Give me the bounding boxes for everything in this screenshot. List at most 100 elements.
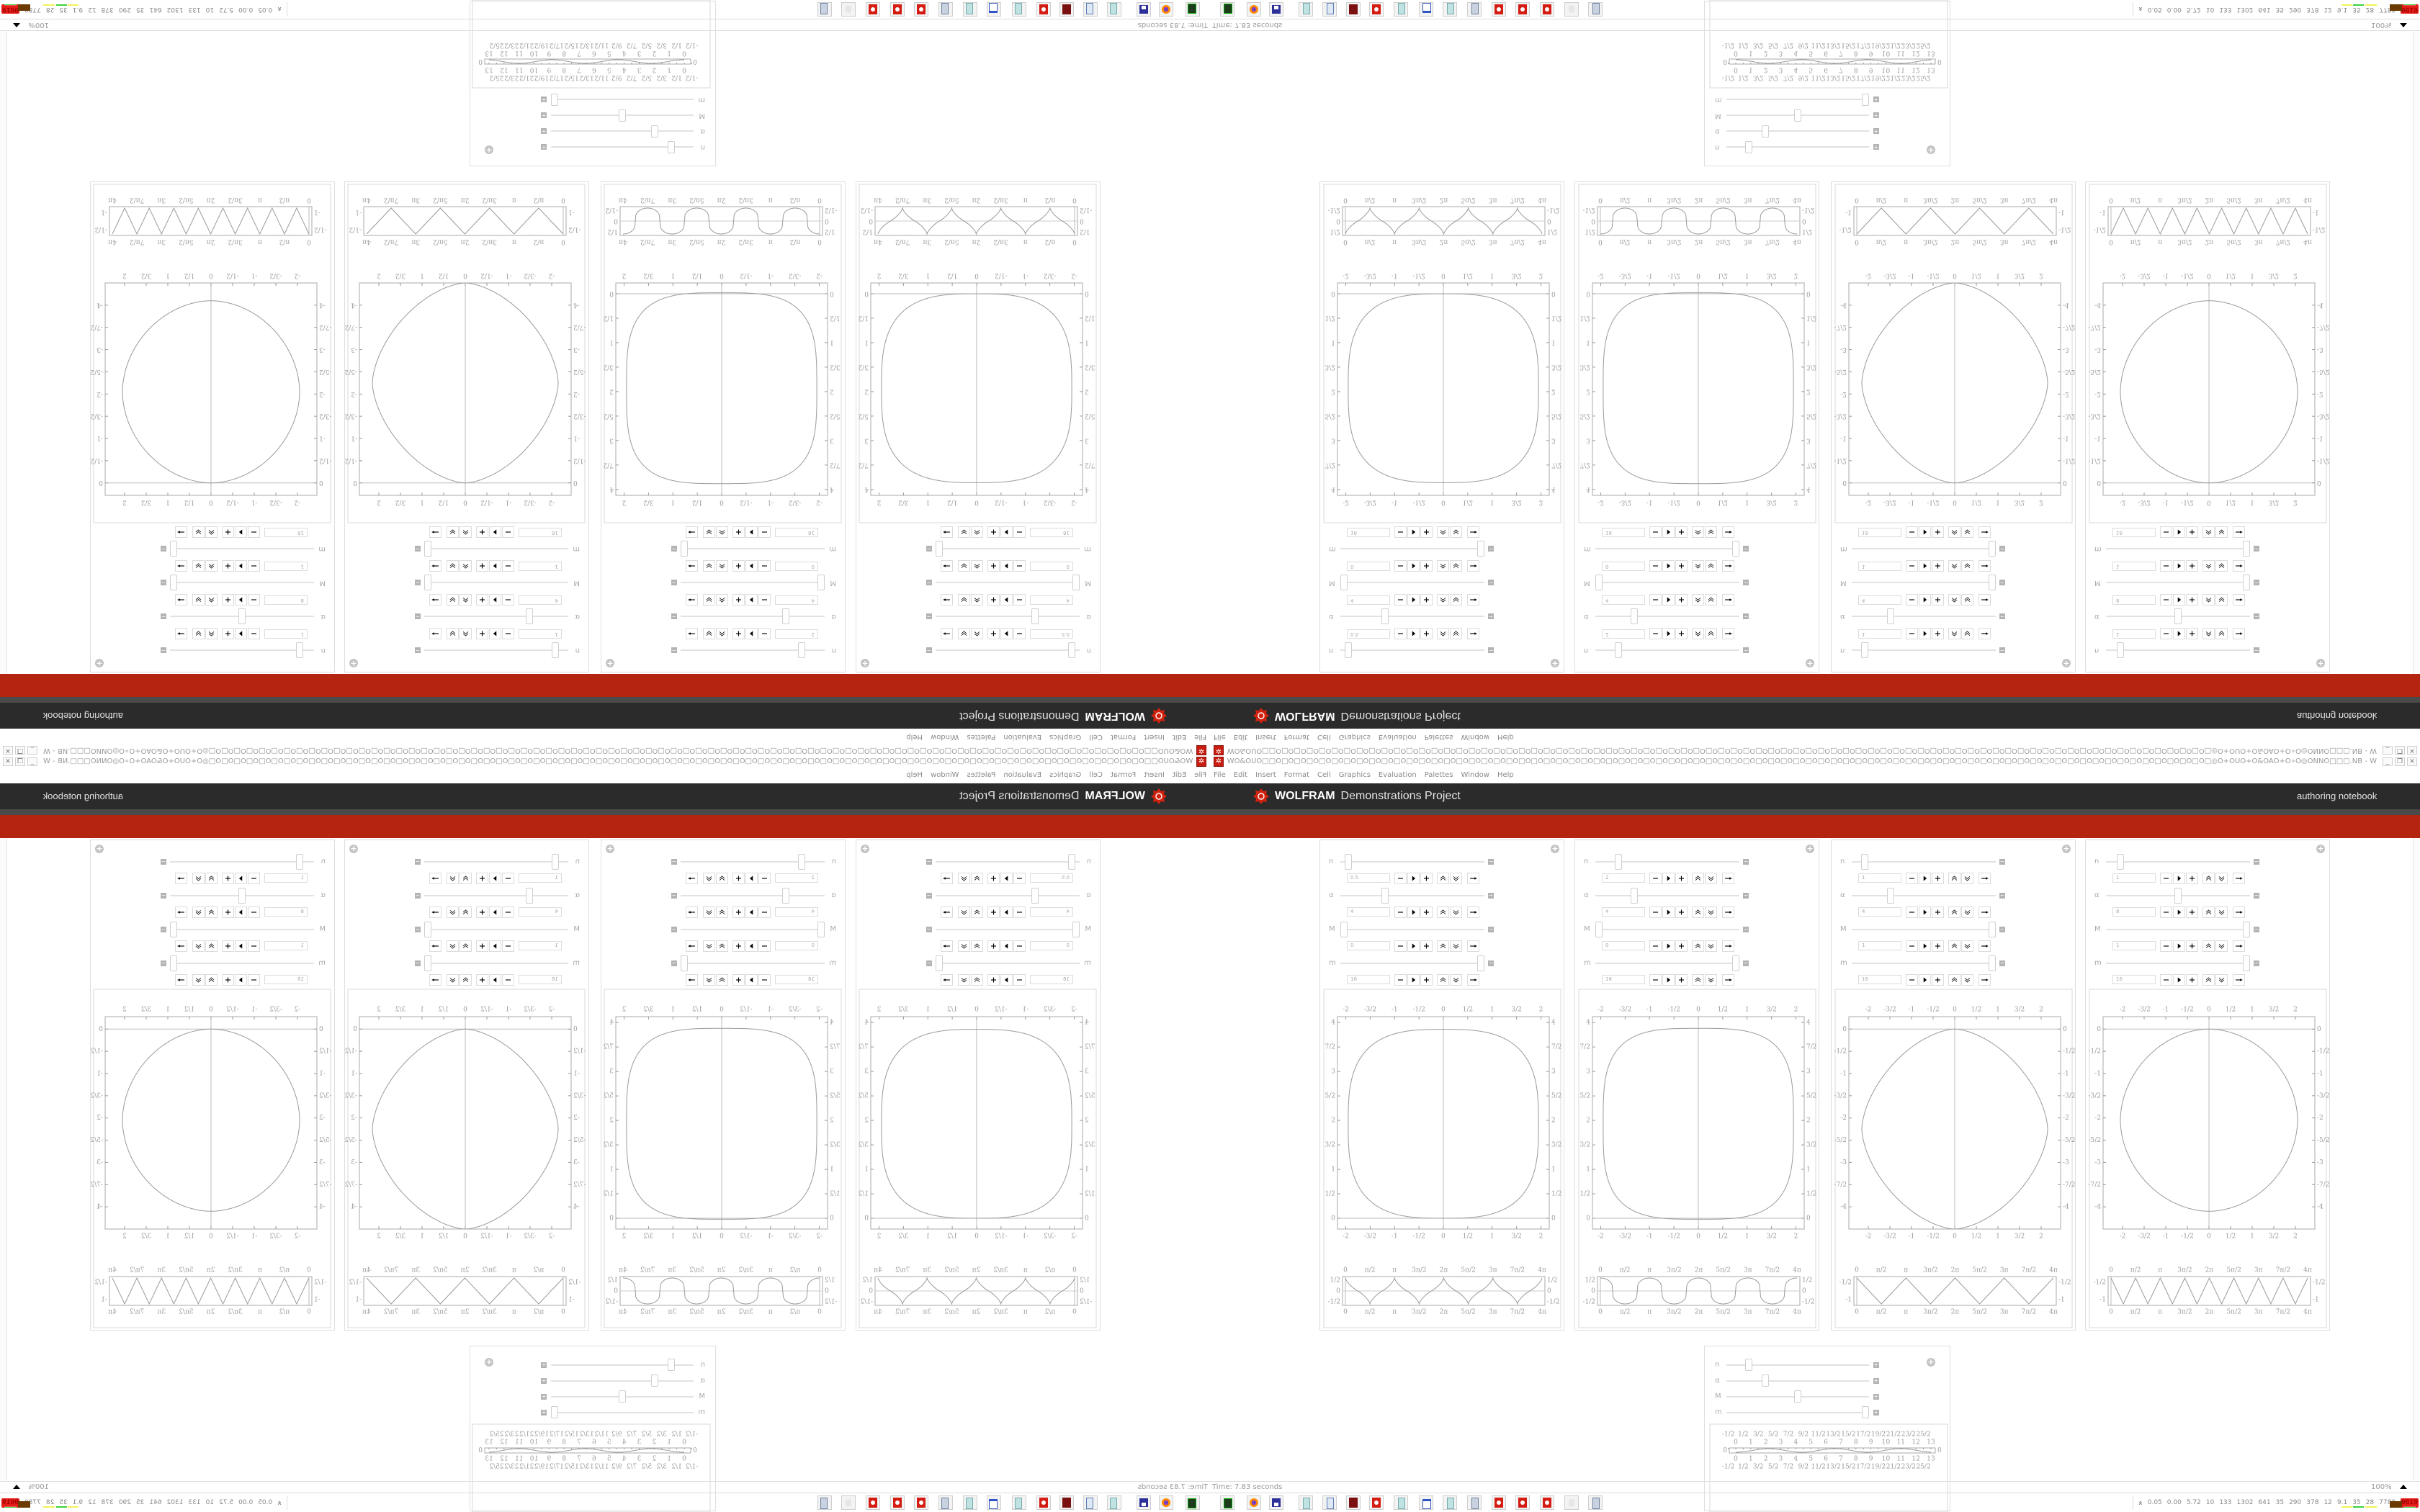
- play-button[interactable]: [235, 940, 247, 952]
- expand-controls-toggle[interactable]: +: [1873, 1377, 1879, 1384]
- wolfram-gear-icon[interactable]: [1492, 2, 1506, 17]
- zoom-up-arrow-icon[interactable]: [2400, 1485, 2407, 1489]
- scroll-icon[interactable]: [1588, 1495, 1603, 1510]
- decrement-button[interactable]: [502, 940, 514, 952]
- decrement-button[interactable]: [2160, 873, 2172, 884]
- play-button[interactable]: [745, 526, 758, 538]
- value-input[interactable]: 4: [1347, 907, 1390, 917]
- faster-button[interactable]: [460, 628, 472, 639]
- menu-item-format[interactable]: Format: [1283, 771, 1310, 779]
- decrement-button[interactable]: [2160, 906, 2172, 918]
- direction-button[interactable]: [1722, 594, 1734, 606]
- menu-item-format[interactable]: Format: [1283, 733, 1310, 741]
- increment-button[interactable]: [1420, 594, 1433, 606]
- slider-track[interactable]: [1340, 929, 1484, 930]
- decrement-button[interactable]: [1906, 594, 1918, 606]
- zoom-level[interactable]: 100%: [2371, 1483, 2392, 1491]
- menu-item-cell[interactable]: Cell: [1089, 733, 1103, 741]
- slider-track[interactable]: [1595, 929, 1739, 930]
- slider-thumb[interactable]: [1614, 854, 1622, 870]
- increment-button[interactable]: [1420, 560, 1433, 572]
- decrement-button[interactable]: [758, 560, 771, 572]
- alert-counter[interactable]: 9619: [2401, 4, 2419, 14]
- play-button[interactable]: [1919, 628, 1931, 639]
- increment-button[interactable]: [732, 526, 745, 538]
- menu-item-help[interactable]: Help: [906, 771, 923, 779]
- close-button[interactable]: ✕: [3, 746, 13, 755]
- restore-button[interactable]: ❐: [15, 746, 25, 755]
- slider-track[interactable]: [1726, 1412, 1869, 1413]
- increment-button[interactable]: [1675, 940, 1688, 952]
- increment-button[interactable]: [987, 526, 1000, 538]
- decrement-button[interactable]: [1013, 560, 1026, 572]
- options-plus-icon[interactable]: +: [1551, 844, 1559, 853]
- faster-button[interactable]: [205, 628, 218, 639]
- increment-button[interactable]: [1675, 628, 1688, 639]
- play-button[interactable]: [489, 873, 501, 884]
- faster-button[interactable]: [205, 906, 218, 918]
- menu-item-format[interactable]: Format: [1110, 733, 1137, 741]
- zoom-up-arrow-icon[interactable]: [13, 1485, 20, 1489]
- menu-item-edit[interactable]: Edit: [1172, 733, 1187, 741]
- direction-button[interactable]: [941, 906, 953, 918]
- direction-button[interactable]: [941, 873, 953, 884]
- decrement-button[interactable]: [1394, 974, 1407, 986]
- increment-button[interactable]: [2186, 873, 2198, 884]
- slower-button[interactable]: [1961, 940, 1973, 952]
- play-button[interactable]: [2173, 594, 2185, 606]
- slower-button[interactable]: [703, 628, 715, 639]
- decrement-button[interactable]: [758, 594, 771, 606]
- slower-button[interactable]: [1961, 594, 1973, 606]
- expand-controls-toggle[interactable]: +: [1873, 1362, 1879, 1368]
- increment-button[interactable]: [1675, 594, 1688, 606]
- faster-button[interactable]: [1692, 873, 1704, 884]
- direction-button[interactable]: [941, 594, 953, 606]
- slider-thumb[interactable]: [1861, 854, 1869, 870]
- decrement-button[interactable]: [1649, 974, 1662, 986]
- faster-button[interactable]: [1692, 940, 1704, 952]
- play-button[interactable]: [1407, 906, 1420, 918]
- decrement-button[interactable]: [502, 906, 514, 918]
- play-button[interactable]: [745, 974, 758, 986]
- decrement-button[interactable]: [248, 628, 260, 639]
- faster-button[interactable]: [2202, 974, 2215, 986]
- slower-button[interactable]: [2215, 560, 2228, 572]
- increment-button[interactable]: [1932, 974, 1944, 986]
- window-icon[interactable]: [1419, 1495, 1433, 1510]
- menu-item-format[interactable]: Format: [1110, 771, 1137, 779]
- slower-button[interactable]: [2215, 628, 2228, 639]
- decrement-button[interactable]: [2160, 628, 2172, 639]
- decrement-button[interactable]: [1013, 940, 1026, 952]
- play-button[interactable]: [1919, 594, 1931, 606]
- value-input[interactable]: 2: [1602, 873, 1645, 883]
- increment-button[interactable]: [1932, 560, 1944, 572]
- play-button[interactable]: [1407, 594, 1420, 606]
- value-input[interactable]: 0.5: [1347, 873, 1390, 883]
- menu-item-window[interactable]: Window: [1461, 733, 1489, 741]
- faster-button[interactable]: [460, 873, 472, 884]
- decrement-button[interactable]: [758, 628, 771, 639]
- faster-button[interactable]: [460, 560, 472, 572]
- menu-item-edit[interactable]: Edit: [1233, 733, 1248, 741]
- slower-button[interactable]: [192, 628, 205, 639]
- options-plus-icon[interactable]: +: [1927, 1357, 1935, 1367]
- increment-button[interactable]: [732, 974, 745, 986]
- increment-button[interactable]: [2186, 594, 2198, 606]
- decrement-button[interactable]: [248, 940, 260, 952]
- show-hidden-icons-chevron-icon[interactable]: »: [275, 6, 285, 12]
- play-button[interactable]: [235, 974, 247, 986]
- menu-item-edit[interactable]: Edit: [1172, 771, 1187, 779]
- faster-button[interactable]: [2202, 873, 2215, 884]
- increment-button[interactable]: [732, 940, 745, 952]
- slower-button[interactable]: [1450, 594, 1462, 606]
- slider-track[interactable]: [1852, 929, 1996, 930]
- wolfram-logo[interactable]: WOLFRAM Demonstrations Project: [1253, 703, 1461, 729]
- decrement-button[interactable]: [502, 526, 514, 538]
- play-button[interactable]: [235, 906, 247, 918]
- increment-button[interactable]: [987, 873, 1000, 884]
- increment-button[interactable]: [1675, 526, 1688, 538]
- wolfram-gear-icon[interactable]: [1540, 1495, 1554, 1510]
- slower-button[interactable]: [1705, 560, 1717, 572]
- slider-track[interactable]: [2106, 861, 2250, 863]
- direction-button[interactable]: [1467, 873, 1479, 884]
